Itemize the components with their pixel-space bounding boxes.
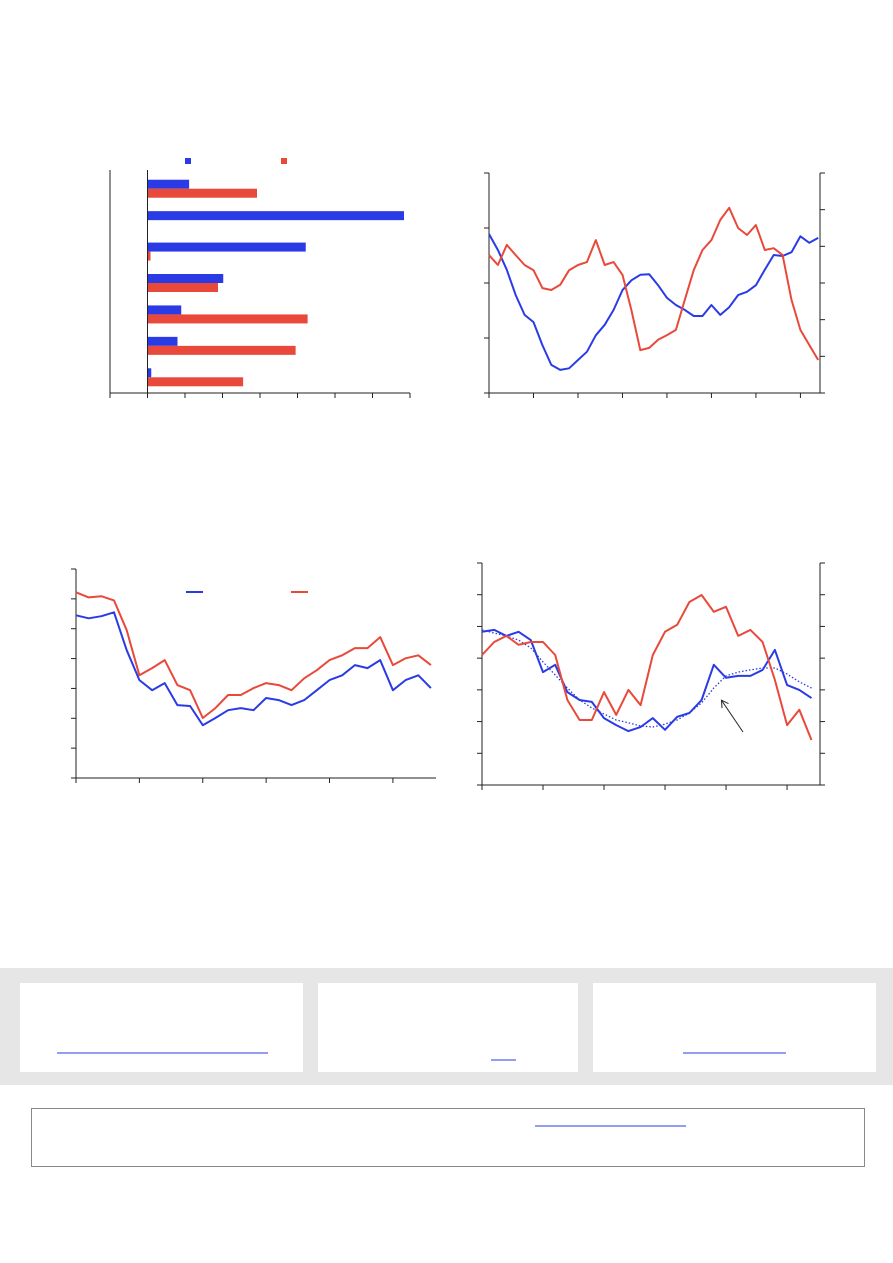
- bar: [147, 211, 404, 221]
- footer-card: [318, 983, 578, 1072]
- line: [481, 628, 813, 733]
- bar: [147, 274, 224, 283]
- bar: [147, 305, 182, 315]
- footer-card: [593, 983, 876, 1072]
- line: [75, 591, 432, 719]
- bar: [147, 368, 152, 378]
- bar: [147, 314, 308, 324]
- bar: [147, 336, 178, 346]
- annotation-arrow: [722, 701, 744, 733]
- notice-box: [31, 1108, 865, 1167]
- footer-card: [20, 983, 303, 1072]
- line: [75, 611, 432, 727]
- bar: [147, 345, 296, 355]
- bar: [147, 242, 306, 252]
- legend-swatch: [281, 158, 287, 164]
- legend-swatch: [185, 158, 191, 164]
- bar: [147, 251, 151, 261]
- line: [488, 206, 820, 361]
- bar: [147, 188, 257, 198]
- line: [481, 629, 812, 728]
- bar: [147, 179, 190, 189]
- line: [481, 594, 813, 741]
- line: [488, 233, 819, 371]
- bar: [147, 377, 244, 387]
- bar: [147, 283, 218, 292]
